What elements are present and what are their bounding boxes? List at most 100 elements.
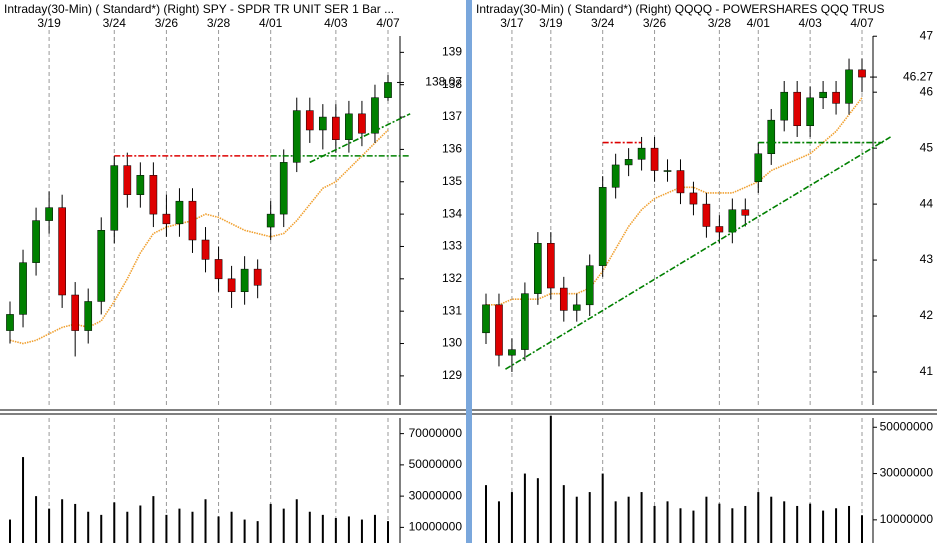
volume-bar <box>282 508 285 543</box>
volume-bar <box>243 519 246 543</box>
candle-body <box>97 230 106 302</box>
candle-body <box>598 187 607 266</box>
volume-bar <box>757 492 760 543</box>
y-tick-label: 129 <box>442 368 462 382</box>
volume-bar <box>640 492 643 543</box>
volume-bar <box>485 485 487 543</box>
candle-body <box>19 262 27 315</box>
volume-bar <box>269 503 272 543</box>
candle-body <box>292 110 301 163</box>
volume-bar <box>230 511 233 543</box>
candle-body <box>214 259 223 280</box>
volume-tick-label: 10000000 <box>880 512 934 526</box>
candle-body <box>754 153 763 182</box>
candle-body <box>318 116 327 131</box>
volume-bar <box>165 514 168 543</box>
candle-body <box>534 243 542 294</box>
x-tick-label: 3/24 <box>591 16 615 30</box>
x-tick-label: 3/19 <box>539 16 563 30</box>
y-tick-label: 133 <box>442 239 462 253</box>
trendline <box>505 136 891 370</box>
candle-body <box>585 265 594 306</box>
candle-body <box>345 113 353 140</box>
volume-bar <box>536 478 539 543</box>
y-tick-label: 135 <box>442 174 462 188</box>
y-tick-label: 134 <box>442 206 462 220</box>
x-tick-label: 3/28 <box>207 16 231 30</box>
candle-body <box>663 170 672 172</box>
volume-bar <box>718 503 721 543</box>
volume-bar <box>679 508 682 543</box>
volume-bar <box>217 516 220 543</box>
last-price-label: 138.07 <box>425 75 462 89</box>
candle-body <box>266 213 275 228</box>
volume-bar <box>562 485 565 543</box>
volume-bar <box>100 514 103 543</box>
candle-body <box>371 97 379 134</box>
candle-body <box>676 170 685 194</box>
candle-body <box>767 119 776 154</box>
candle-body <box>780 91 789 121</box>
candle-body <box>6 314 14 331</box>
volume-bar <box>373 514 376 543</box>
volume-bar <box>510 492 513 543</box>
candle-body <box>71 294 80 331</box>
volume-bar <box>360 519 363 543</box>
candle-body <box>482 304 490 334</box>
y-tick-label: 44 <box>920 196 934 210</box>
y-tick-label: 43 <box>920 252 934 266</box>
y-tick-label: 138 <box>442 77 462 91</box>
volume-bar <box>653 505 656 543</box>
volume-bar <box>113 502 116 543</box>
candle-body <box>305 110 314 131</box>
x-tick-label: 3/19 <box>37 16 61 30</box>
volume-bar <box>809 503 812 543</box>
candle-body <box>58 207 66 296</box>
volume-bar <box>191 511 194 543</box>
x-tick-label: 4/03 <box>798 16 822 30</box>
volume-bar <box>295 499 298 543</box>
x-tick-label: 3/26 <box>643 16 667 30</box>
y-tick-label: 132 <box>442 271 462 285</box>
volume-bar <box>74 503 77 543</box>
candle-body <box>495 304 503 356</box>
moving-average <box>486 97 863 306</box>
candle-body <box>858 69 866 78</box>
volume-bar <box>614 501 617 543</box>
volume-bar <box>35 496 38 543</box>
candle-body <box>702 203 711 227</box>
candle-body <box>728 209 737 233</box>
volume-bar <box>705 496 708 543</box>
last-price-label: 46.27 <box>903 69 933 83</box>
panel-divider <box>466 0 472 543</box>
candle-body <box>84 301 93 331</box>
volume-bar <box>744 505 747 543</box>
x-tick-label: 4/07 <box>376 16 400 30</box>
candle-body <box>45 207 53 221</box>
candle-body <box>547 243 555 289</box>
volume-bar <box>9 519 11 543</box>
volume-bar <box>692 510 695 543</box>
candle-body <box>508 349 516 356</box>
volume-bar <box>549 415 552 543</box>
volume-bar <box>783 501 786 543</box>
candle-body <box>624 159 633 166</box>
candle-body <box>253 268 262 286</box>
volume-tick-label: 50000000 <box>409 457 463 471</box>
candle-body <box>637 147 646 160</box>
volume-bar <box>126 511 129 543</box>
candle-body <box>572 304 581 311</box>
candle-body <box>715 226 724 233</box>
volume-bar <box>347 516 350 543</box>
volume-bar <box>627 496 630 543</box>
volume-bar <box>139 505 142 543</box>
volume-bar <box>497 501 500 543</box>
candle-body <box>188 200 197 241</box>
volume-bar <box>861 515 863 543</box>
candle-body <box>559 287 568 311</box>
candle-body <box>149 175 158 215</box>
x-tick-label: 3/26 <box>155 16 179 30</box>
volume-bar <box>588 492 591 543</box>
volume-bar <box>601 473 604 543</box>
